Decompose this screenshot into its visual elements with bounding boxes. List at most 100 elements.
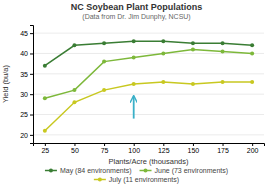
legend-label: May (84 environments): [60, 167, 132, 175]
point: [161, 39, 165, 43]
x-axis-line: [34, 144, 265, 147]
y-tick-label: 30: [20, 91, 28, 98]
point: [102, 60, 106, 64]
x-tick: 100: [128, 143, 140, 154]
y-tick-mark: [30, 115, 33, 116]
x-tick: 125: [158, 143, 170, 154]
x-tick-label: 25: [41, 147, 49, 154]
x-tick: 50: [71, 143, 79, 154]
legend-item: June (73 environments): [140, 167, 229, 175]
y-tick: 40: [20, 50, 33, 57]
series: [43, 80, 254, 133]
grid-line: [33, 53, 264, 54]
point: [250, 51, 254, 55]
point: [43, 129, 47, 133]
grid-line: [33, 33, 264, 34]
legend-marker: [49, 169, 53, 173]
y-tick-mark: [30, 135, 33, 136]
x-tick-label: 50: [71, 147, 79, 154]
x-tick-label: 150: [188, 147, 200, 154]
y-tick: 25: [20, 111, 33, 118]
x-tick: 150: [188, 143, 200, 154]
series-line: [45, 82, 252, 131]
y-axis: 20 25 30 35 40 45: [20, 26, 33, 144]
legend-marker: [98, 178, 102, 182]
x-tick-label: 100: [128, 147, 140, 154]
point: [72, 88, 76, 92]
x-tick-label: 125: [158, 147, 170, 154]
x-tick-mark: [193, 143, 194, 146]
arrow: [133, 96, 135, 118]
point: [161, 51, 165, 55]
x-tick-label: 200: [247, 147, 259, 154]
legend-label: June (73 environments): [155, 167, 229, 175]
x-tick-label: 175: [217, 147, 229, 154]
x-tick: 175: [217, 143, 229, 154]
y-tick: 35: [20, 71, 33, 78]
y-tick-label: 35: [20, 71, 28, 78]
y-tick-mark: [30, 94, 33, 95]
legend: May (84 environments) June (73 environmen…: [45, 167, 228, 184]
series: [43, 47, 254, 100]
y-tick-label: 25: [20, 111, 28, 118]
plot: 25 50 75 100 125 150 175 200 20 25 30 35 40 45: [20, 26, 264, 154]
y-tick-mark: [30, 53, 33, 54]
y-tick-mark: [30, 74, 33, 75]
x-axis: 25 50 75 100 125 150 175 200: [34, 143, 265, 154]
x-tick-mark: [223, 143, 224, 146]
point: [132, 39, 136, 43]
grid-line: [33, 114, 264, 115]
y-axis-line: [30, 26, 34, 144]
y-tick-label: 20: [20, 132, 28, 139]
grid-line: [33, 94, 264, 95]
x-tick-mark: [252, 143, 253, 146]
x-tick-mark: [163, 143, 164, 146]
y-tick: 30: [20, 91, 33, 98]
x-tick: 25: [41, 143, 49, 154]
point: [132, 82, 136, 86]
x-tick: 75: [101, 143, 109, 154]
series-line: [45, 41, 252, 65]
point: [132, 56, 136, 60]
y-tick: 45: [20, 30, 33, 37]
point: [72, 100, 76, 104]
x-axis-title: Plants/Acre (thousands): [108, 157, 189, 166]
legend-item: May (84 environments): [45, 167, 132, 175]
point: [72, 43, 76, 47]
x-tick: 200: [247, 143, 259, 154]
x-tick-mark: [134, 143, 135, 146]
title: NC Soybean Plant Populations: [71, 2, 203, 12]
x-tick-mark: [45, 143, 46, 146]
y-tick: 20: [20, 132, 33, 139]
y-axis-title: Yield (bu/a): [1, 64, 10, 103]
legend-marker: [144, 169, 148, 173]
point: [191, 41, 195, 45]
x-tick-label: 75: [101, 147, 109, 154]
point: [43, 96, 47, 100]
point: [250, 80, 254, 84]
y-tick-mark: [30, 33, 33, 34]
grid-line: [33, 73, 264, 74]
point: [191, 47, 195, 51]
subtitle: (Data from Dr. Jim Dunphy, NCSU): [82, 13, 190, 21]
point: [102, 88, 106, 92]
point: [102, 41, 106, 45]
y-tick-label: 40: [20, 50, 28, 57]
y-tick-label: 45: [20, 30, 28, 37]
point: [43, 64, 47, 68]
grid-line: [33, 134, 264, 135]
grid: [33, 33, 264, 135]
point: [221, 49, 225, 53]
series: [43, 39, 254, 67]
point: [250, 43, 254, 47]
x-tick-mark: [74, 143, 75, 146]
point: [191, 82, 195, 86]
point: [221, 41, 225, 45]
x-tick-mark: [104, 143, 105, 146]
legend-item: July (11 environments): [94, 176, 179, 184]
point: [161, 80, 165, 84]
legend-label: July (11 environments): [109, 176, 179, 184]
point: [221, 80, 225, 84]
marks: [43, 39, 254, 133]
chart: NC Soybean Plant Populations(Data from D…: [0, 0, 273, 185]
